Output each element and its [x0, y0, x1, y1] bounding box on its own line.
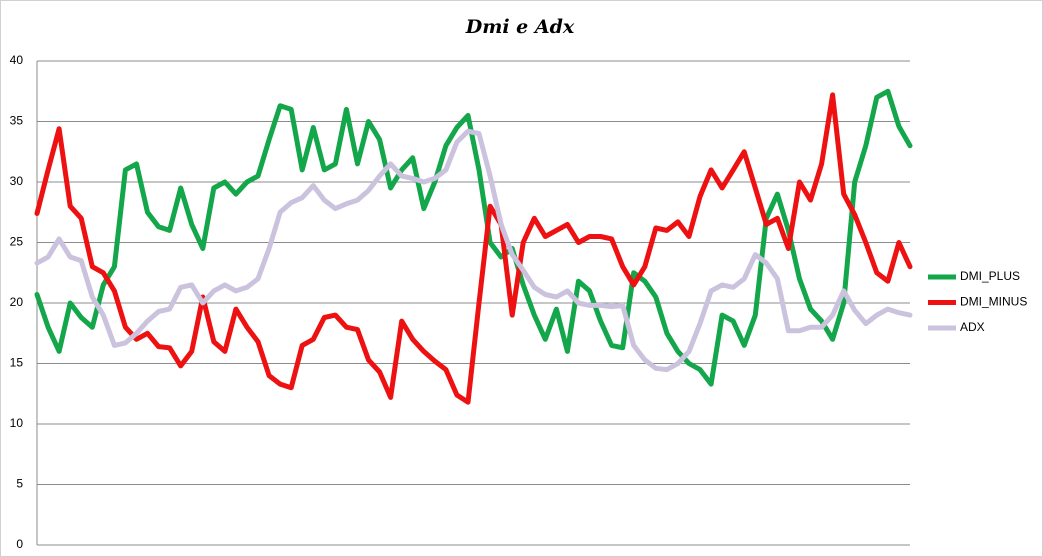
y-tick-label: 5 [16, 477, 23, 491]
y-tick-label: 15 [10, 356, 24, 370]
y-tick-label: 20 [10, 295, 24, 309]
y-tick-label: 40 [10, 53, 24, 67]
y-tick-label: 25 [10, 235, 24, 249]
data-line [34, 128, 913, 373]
chart-title: Dmi e Adx [465, 16, 575, 38]
y-tick-label: 0 [16, 537, 23, 551]
y-tick-label: 35 [10, 114, 24, 128]
y-tick-label: 10 [10, 416, 24, 430]
legend-label: DMI_PLUS [960, 269, 1020, 283]
y-tick-label: 30 [10, 174, 24, 188]
legend-label: DMI_MINUS [960, 295, 1027, 309]
data-line [34, 88, 913, 387]
data-line [34, 92, 913, 405]
legend-label: ADX [960, 320, 985, 334]
